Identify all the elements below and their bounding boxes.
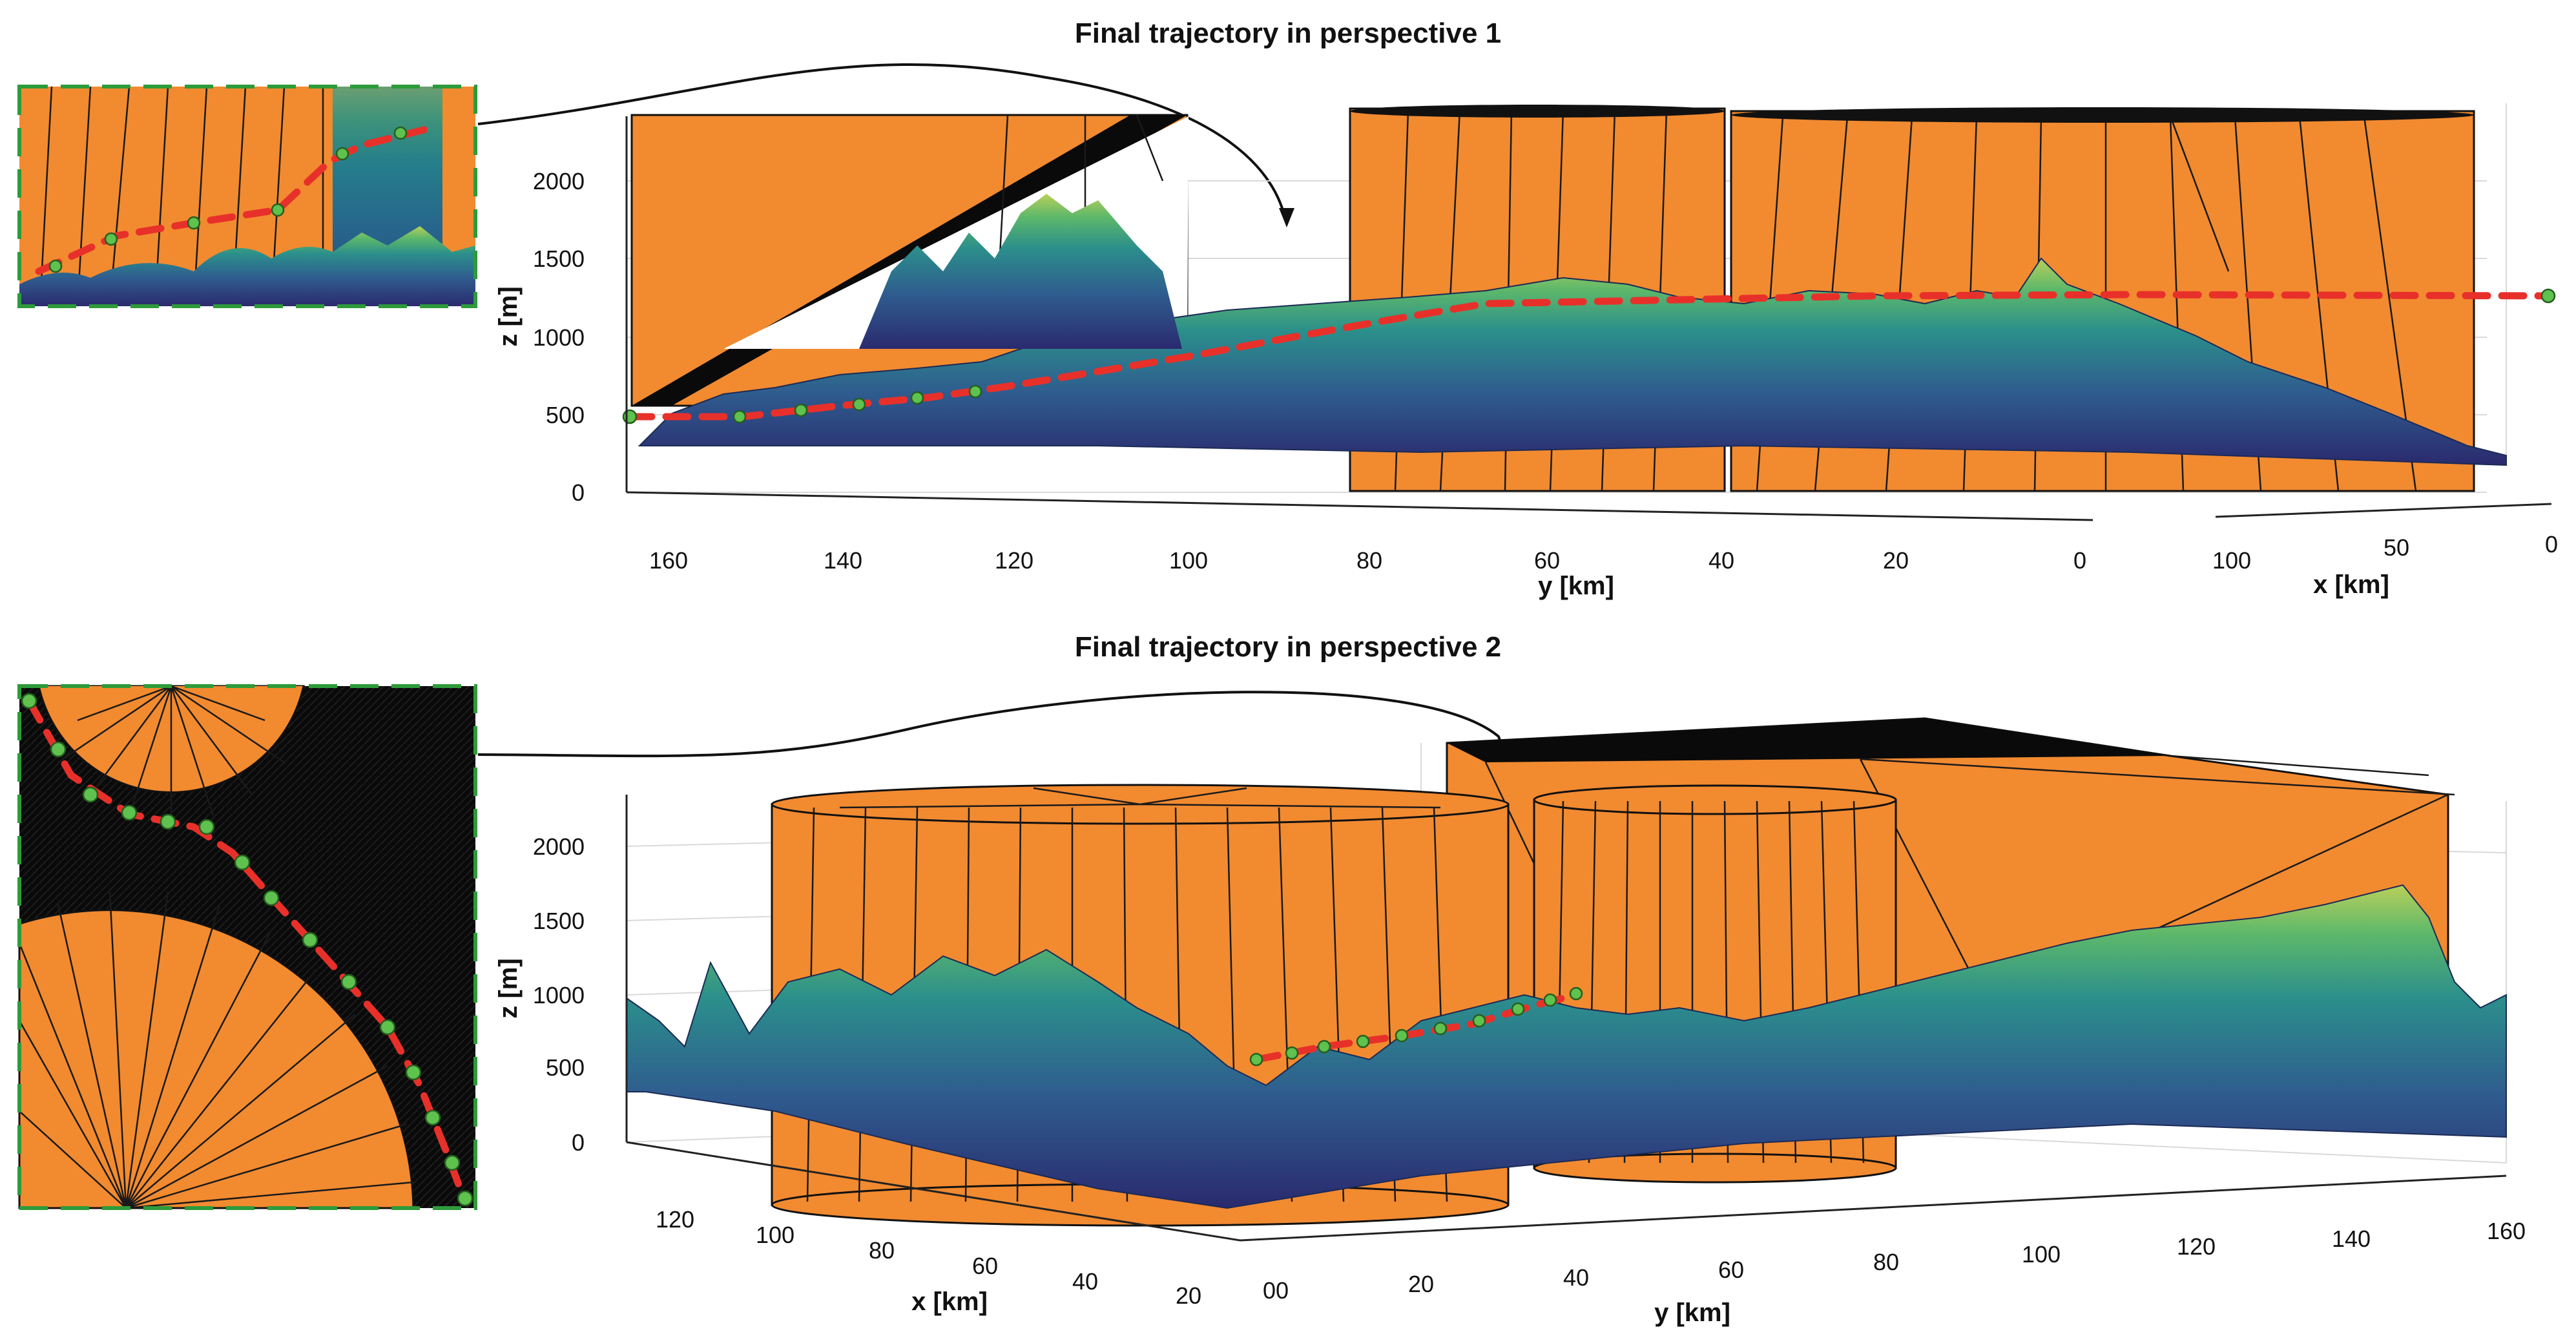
panel-2-axes [625, 795, 2507, 1242]
x-tick: 120 [656, 1206, 694, 1233]
y-tick: 20 [1883, 547, 1909, 574]
z-tick: 500 [546, 402, 585, 428]
x-tick: 0 [2545, 531, 2558, 558]
inset-1-facets [39, 86, 324, 307]
panel-1-x-tick-labels: 100 50 0 [2212, 531, 2558, 574]
panel-2-inset [17, 684, 477, 1210]
y-tick: 160 [2487, 1218, 2526, 1244]
panel-1-trajectory [626, 291, 2555, 421]
x-tick: 100 [756, 1222, 795, 1248]
inset-1-waypoints [48, 126, 408, 273]
y-tick: 60 [1718, 1257, 1744, 1283]
z-tick: 0 [572, 479, 585, 506]
x-tick: 50 [2384, 534, 2409, 561]
z-tick: 1500 [533, 908, 585, 934]
panel-1-callout-arrowhead [1279, 208, 1294, 227]
panel-1-x-axis-label: x [km] [2313, 570, 2389, 599]
y-tick: 20 [1408, 1271, 1434, 1297]
x-tick: 100 [2212, 547, 2251, 574]
panel-1-inset [17, 85, 477, 308]
y-tick: 80 [1873, 1249, 1899, 1275]
panel-2-title: Final trajectory in perspective 2 [1075, 631, 1501, 663]
z-tick: 2000 [533, 168, 585, 194]
panel-2-callout-line [477, 691, 1513, 776]
z-tick: 1000 [533, 324, 585, 351]
panel-perspective-2: Final trajectory in perspective 2 [17, 631, 2526, 1327]
x-tick: 40 [1072, 1268, 1098, 1295]
panel-2-y-axis-label: y [km] [1654, 1299, 1730, 1327]
panel-1-y-tick-labels: 160 140 120 100 80 60 40 20 0 [649, 547, 2086, 574]
inset-2-trajectory [25, 697, 469, 1206]
y-tick: 120 [995, 547, 1034, 574]
y-tick: 00 [1263, 1277, 1289, 1304]
panel-1-terrain-peaks [859, 194, 1182, 349]
inset-2-frame [17, 684, 477, 1210]
panel-1-axes [625, 116, 2552, 521]
y-tick: 80 [1356, 547, 1382, 574]
panel-2-x-axis-label: x [km] [911, 1288, 988, 1316]
y-tick: 100 [2022, 1241, 2061, 1268]
x-tick: 80 [869, 1237, 895, 1264]
panel-2-terrain-surface [626, 884, 2507, 1209]
y-tick: 100 [1169, 547, 1208, 574]
panel-2-small-cylinder-facets [1555, 800, 1865, 1164]
inset-1-terrain [19, 226, 475, 306]
y-tick: 40 [1709, 547, 1734, 574]
y-tick: 60 [1534, 547, 1560, 574]
panel-1-y-axis-label: y [km] [1538, 572, 1614, 600]
z-tick: 1500 [533, 245, 585, 272]
z-tick: 2000 [533, 833, 585, 860]
panel-2-y-tick-labels: 00 20 40 60 80 100 120 140 160 [1263, 1218, 2526, 1304]
x-tick: 20 [1176, 1282, 1201, 1309]
panel-1-callout-line [477, 63, 1287, 220]
inset-2-lower-fan [18, 891, 414, 1209]
y-tick: 0 [2073, 547, 2086, 574]
panel-1-z-axis-label: z [m] [494, 286, 523, 346]
panel-2-x-tick-labels: 120 100 80 60 40 20 [656, 1206, 1201, 1309]
z-tick: 1000 [533, 982, 585, 1008]
panel-2-z-tick-labels: 0 500 1000 1500 2000 [533, 833, 585, 1156]
panel-2-waypoints [1249, 986, 1583, 1067]
inset-1-frame [17, 85, 477, 308]
y-tick: 160 [649, 547, 688, 574]
panel-1-title: Final trajectory in perspective 1 [1075, 17, 1501, 49]
y-tick: 140 [824, 547, 862, 574]
y-tick: 120 [2177, 1233, 2216, 1260]
y-tick: 140 [2332, 1226, 2371, 1252]
inset-2-upper-fan [57, 685, 285, 822]
panel-perspective-1: Final trajectory in perspective 1 [17, 17, 2558, 600]
panel-1-waypoints [622, 288, 2556, 424]
panel-2-z-axis-label: z [m] [494, 958, 523, 1018]
z-tick: 0 [572, 1129, 585, 1156]
z-tick: 500 [546, 1054, 585, 1081]
panel-1-z-tick-labels: 0 500 1000 1500 2000 [533, 168, 585, 506]
x-tick: 60 [972, 1253, 998, 1279]
panel-2-trajectory [1252, 991, 1580, 1063]
y-tick: 40 [1563, 1264, 1589, 1291]
inset-2-waypoints [21, 693, 473, 1207]
